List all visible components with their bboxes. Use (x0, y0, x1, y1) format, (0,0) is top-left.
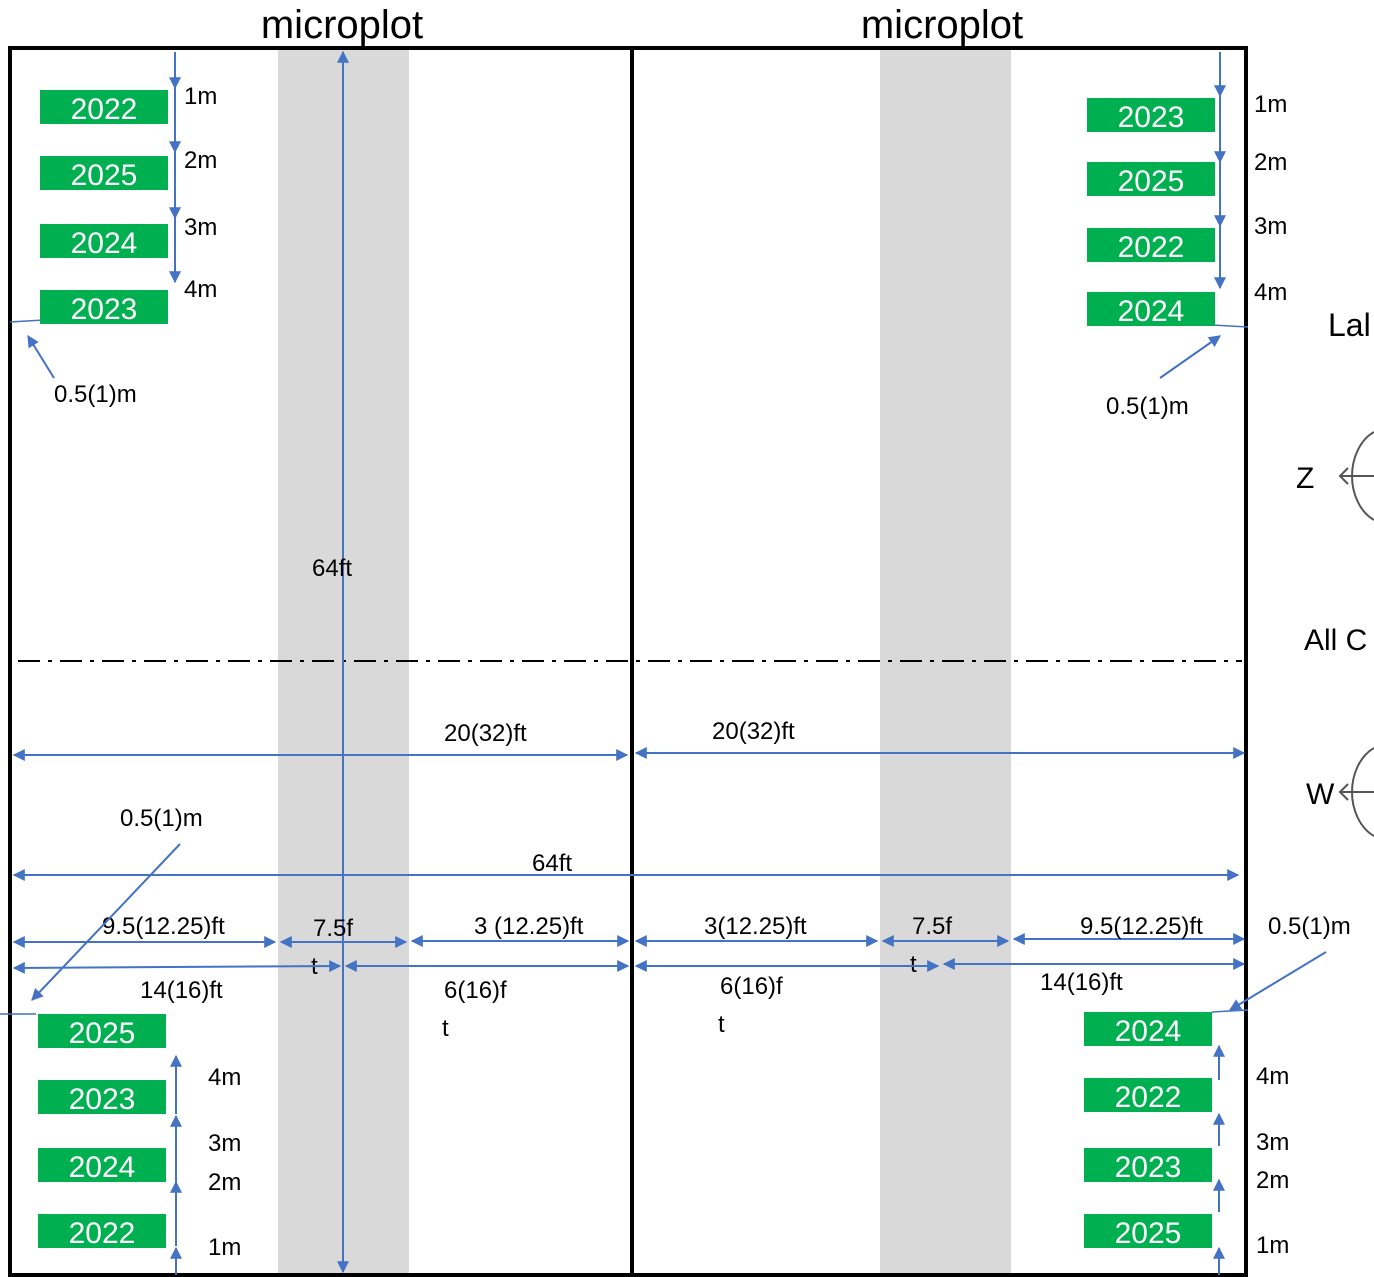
compass-icon-west (1338, 747, 1374, 837)
distance-label: 1m (184, 83, 217, 110)
year-tag (1087, 98, 1215, 132)
compass-letter-b: W (1306, 778, 1335, 811)
title-right: microplot (861, 3, 1023, 47)
row1-label-a: 9.5(12.25)ft (102, 913, 225, 940)
half-width-left-label: 20(32)ft (444, 720, 527, 747)
year-tag (1084, 1148, 1212, 1182)
year-tag (1087, 228, 1215, 262)
offset-arrow-top-right (1159, 335, 1221, 379)
year-tag-label: 2025 (1115, 1217, 1182, 1250)
year-tag (1087, 162, 1215, 196)
distance-label: 4m (1256, 1063, 1289, 1090)
year-tag-label: 2022 (1118, 231, 1185, 264)
year-tag-label: 2022 (1115, 1081, 1182, 1114)
year-tag-label: 2023 (69, 1083, 136, 1116)
field-border (8, 46, 1248, 1277)
year-tag (40, 90, 168, 124)
row2-label-a: 14(16)ft (140, 977, 223, 1004)
tag-group-top-right: 2023 2025 2022 2024 1m 2m 3m 4m (1087, 52, 1287, 328)
tag-group-bottom-left: 2025 2023 2024 2022 4m 3m 2m 1m (38, 1014, 241, 1275)
distance-label: 3m (1254, 213, 1287, 240)
tag-group-bottom-right: 2024 2022 2023 2025 4m 3m 2m 1m (1084, 1012, 1289, 1275)
row1-label-e-2: t (910, 951, 917, 978)
distance-label: 1m (1256, 1232, 1289, 1259)
side-label-b: All C (1304, 624, 1367, 657)
year-tag (38, 1214, 166, 1248)
length-label: 64ft (312, 555, 352, 582)
year-tag-label: 2025 (69, 1017, 136, 1050)
year-tag (38, 1148, 166, 1182)
year-tag-label: 2024 (1115, 1015, 1182, 1048)
year-tag-label: 2024 (1118, 295, 1185, 328)
year-tag-label: 2023 (71, 293, 138, 326)
offset-line-top-left (9, 319, 45, 323)
year-tag-label: 2023 (1118, 101, 1185, 134)
year-tag-label: 2024 (69, 1151, 136, 1184)
distance-label: 2m (208, 1169, 241, 1196)
offset-label-top-left: 0.5(1)m (54, 381, 137, 408)
title-left: microplot (261, 3, 423, 47)
half-width-right-label: 20(32)ft (712, 718, 795, 745)
year-tag (38, 1080, 166, 1114)
compass-letter-a: Z (1296, 462, 1314, 495)
offset-arrow-bottom-left (31, 843, 181, 1001)
year-tag-label: 2025 (71, 159, 138, 192)
row2-label-b-2: t (442, 1015, 449, 1042)
distance-label: 4m (208, 1064, 241, 1091)
year-tag (40, 156, 168, 190)
year-tag (1084, 1012, 1212, 1046)
year-tag-label: 2024 (71, 227, 138, 260)
offset-label-bottom-left: 0.5(1)m (120, 805, 203, 832)
distance-label: 2m (1256, 1167, 1289, 1194)
year-tag-label: 2022 (69, 1217, 136, 1250)
year-tag-label: 2025 (1118, 165, 1185, 198)
side-label-a: Lal (1328, 307, 1371, 343)
year-tag (38, 1014, 166, 1048)
distance-label: 4m (1254, 279, 1287, 306)
distance-label: 3m (184, 214, 217, 241)
offset-label-bottom-right: 0.5(1)m (1268, 913, 1351, 940)
year-tag (1087, 292, 1215, 326)
row1-label-d: 3(12.25)ft (704, 913, 807, 940)
offset-arrow-bottom-right (1228, 951, 1327, 1011)
year-tag-label: 2023 (1115, 1151, 1182, 1184)
row2-label-c-1: 6(16)f (720, 973, 783, 1000)
row1-label-f: 9.5(12.25)ft (1080, 913, 1203, 940)
tag-group-top-left: 2022 2025 2024 2023 1m 2m 3m 4m (40, 52, 217, 326)
year-tag-label: 2022 (71, 93, 138, 126)
row2-label-c-2: t (718, 1011, 725, 1038)
year-tag (1084, 1078, 1212, 1112)
row2-arrow-a (12, 960, 342, 974)
year-tag (40, 224, 168, 258)
distance-label: 2m (184, 147, 217, 174)
row1-label-b-1: 7.5f (313, 915, 353, 942)
distance-label: 4m (184, 276, 217, 303)
compass-icon-north (1338, 431, 1374, 521)
total-width-label: 64ft (532, 850, 572, 877)
row1-label-e-1: 7.5f (912, 913, 952, 940)
row2-label-b-1: 6(16)f (444, 977, 507, 1004)
distance-label: 3m (1256, 1129, 1289, 1156)
distance-label: 3m (208, 1130, 241, 1157)
year-tag (40, 290, 168, 324)
year-tag (1084, 1214, 1212, 1248)
row2-label-d: 14(16)ft (1040, 969, 1123, 996)
offset-line-bottom-right (1211, 1009, 1249, 1013)
distance-label: 2m (1254, 149, 1287, 176)
offset-line-top-right (1211, 324, 1249, 328)
distance-label: 1m (208, 1234, 241, 1261)
row1-label-c: 3 (12.25)ft (474, 913, 584, 940)
distance-label: 1m (1254, 91, 1287, 118)
offset-arrow-top-left (27, 334, 55, 379)
offset-label-top-right: 0.5(1)m (1106, 393, 1189, 420)
